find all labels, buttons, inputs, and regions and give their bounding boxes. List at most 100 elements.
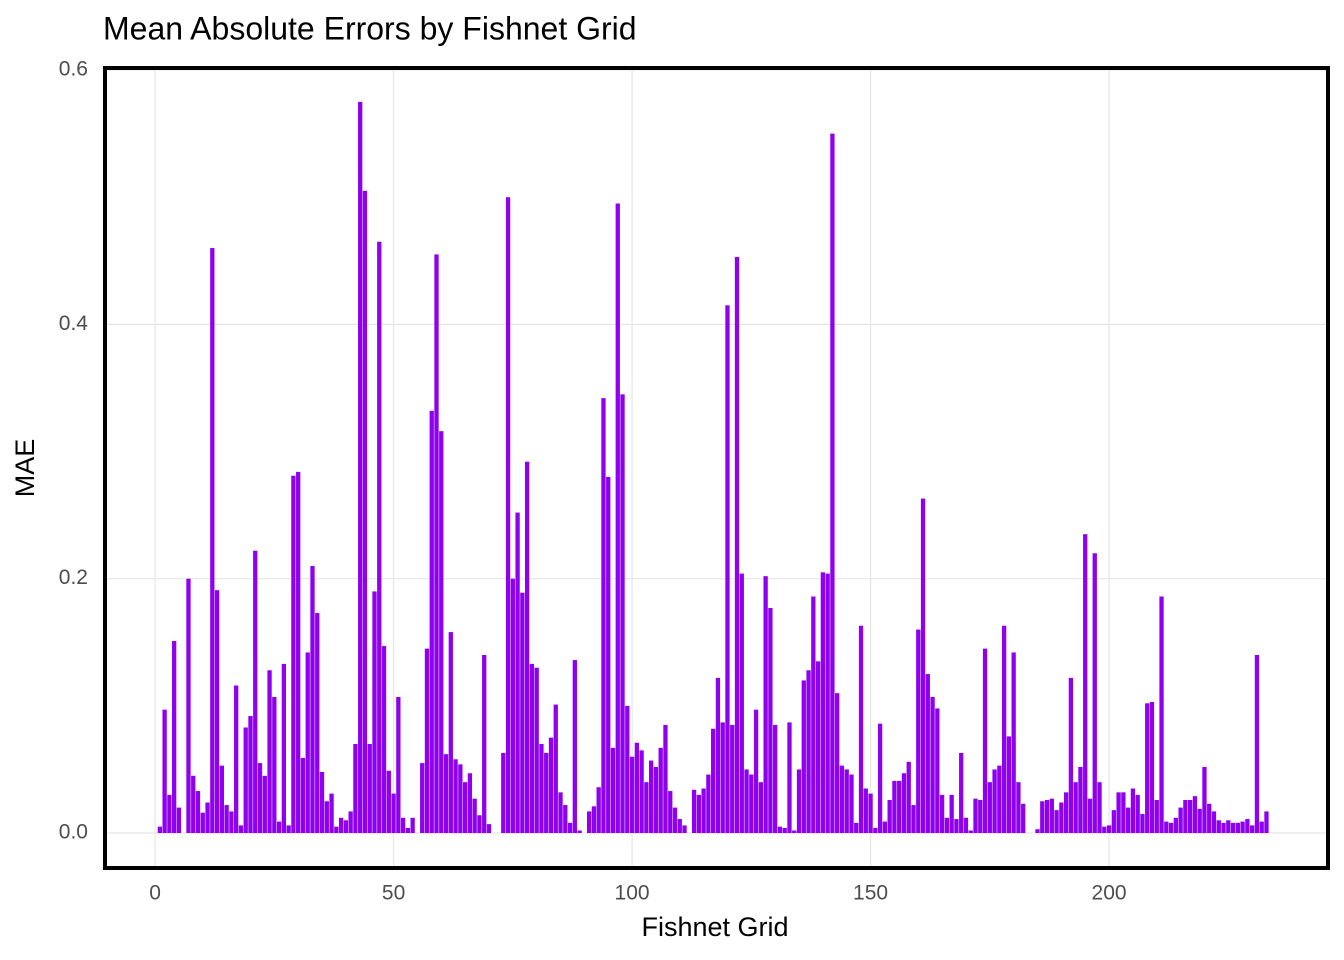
- bar: [276, 821, 282, 834]
- bar: [606, 476, 611, 834]
- bar: [186, 578, 191, 834]
- bar: [1240, 821, 1245, 834]
- bar: [601, 398, 606, 834]
- bar: [272, 696, 277, 834]
- bar: [505, 197, 511, 834]
- bar: [334, 826, 339, 834]
- bar: [658, 747, 663, 834]
- bar: [1221, 822, 1226, 834]
- bar: [434, 254, 439, 834]
- bar: [176, 807, 182, 834]
- bar: [296, 471, 301, 834]
- bar: [1226, 820, 1231, 834]
- bar: [1001, 625, 1007, 834]
- bar: [1235, 822, 1240, 834]
- bar: [1183, 799, 1188, 834]
- bar: [510, 578, 515, 834]
- bar: [763, 576, 768, 834]
- bar: [935, 708, 940, 834]
- bar: [1073, 782, 1078, 834]
- bar: [1197, 808, 1202, 834]
- bar: [677, 819, 682, 834]
- bar: [777, 826, 783, 834]
- bar: [291, 475, 296, 834]
- bar: [591, 806, 597, 834]
- bar: [982, 648, 988, 834]
- bar: [367, 744, 372, 834]
- bar: [1049, 798, 1054, 834]
- bar: [715, 677, 721, 834]
- bar: [1121, 792, 1126, 834]
- bar: [458, 764, 463, 834]
- bar: [219, 765, 225, 834]
- bar: [191, 775, 196, 834]
- bar: [854, 822, 859, 834]
- bar: [730, 724, 735, 834]
- bar: [172, 641, 177, 834]
- bar: [734, 256, 740, 834]
- bar: [300, 758, 306, 834]
- bar: [1035, 829, 1040, 834]
- bar: [1154, 799, 1159, 834]
- bar: [238, 825, 244, 834]
- bar: [992, 769, 997, 834]
- bar: [1145, 703, 1150, 834]
- bar: [615, 203, 620, 834]
- bar: [868, 793, 873, 834]
- bar: [1173, 817, 1178, 834]
- bar: [682, 825, 687, 834]
- bar: [806, 670, 811, 834]
- bar: [1230, 822, 1236, 834]
- bar: [725, 305, 730, 834]
- bar: [987, 782, 992, 834]
- bar: [243, 727, 248, 834]
- bar: [959, 752, 964, 834]
- bar: [157, 826, 163, 834]
- bar: [1054, 810, 1059, 834]
- bar: [257, 763, 263, 834]
- bar: [1083, 534, 1088, 834]
- bar: [577, 830, 582, 834]
- bar: [839, 765, 845, 834]
- bar: [825, 573, 830, 834]
- bar: [520, 592, 525, 834]
- bar: [400, 817, 406, 834]
- bar: [835, 693, 840, 834]
- bar: [462, 782, 468, 834]
- bar: [1250, 825, 1255, 834]
- bar: [305, 652, 310, 834]
- bar: [639, 750, 644, 834]
- bar: [1078, 766, 1083, 834]
- bar: [691, 789, 697, 834]
- bar: [858, 625, 864, 834]
- bar: [668, 791, 673, 834]
- bar: [792, 830, 797, 834]
- bar: [596, 787, 601, 834]
- bar: [200, 812, 205, 834]
- bar: [1044, 799, 1050, 834]
- bar: [267, 670, 272, 834]
- bar: [1102, 826, 1107, 834]
- bar: [830, 133, 835, 834]
- bar: [787, 722, 792, 834]
- bar: [663, 724, 668, 834]
- bar: [1097, 782, 1102, 834]
- bar: [1068, 677, 1074, 834]
- bar: [887, 799, 892, 834]
- bar: [205, 802, 210, 834]
- bar: [377, 241, 382, 834]
- y-tick-label: 0.0: [59, 821, 88, 844]
- bar: [195, 791, 201, 834]
- bar: [572, 660, 577, 834]
- y-tick-label: 0.4: [59, 312, 89, 335]
- bar: [882, 821, 888, 834]
- bar: [486, 824, 492, 834]
- bar: [319, 771, 325, 834]
- bar: [1211, 811, 1217, 834]
- bar: [844, 769, 849, 834]
- bar: [262, 775, 267, 834]
- bar: [634, 742, 639, 834]
- bar: [281, 663, 287, 834]
- bar: [939, 794, 945, 834]
- bar: [405, 827, 411, 834]
